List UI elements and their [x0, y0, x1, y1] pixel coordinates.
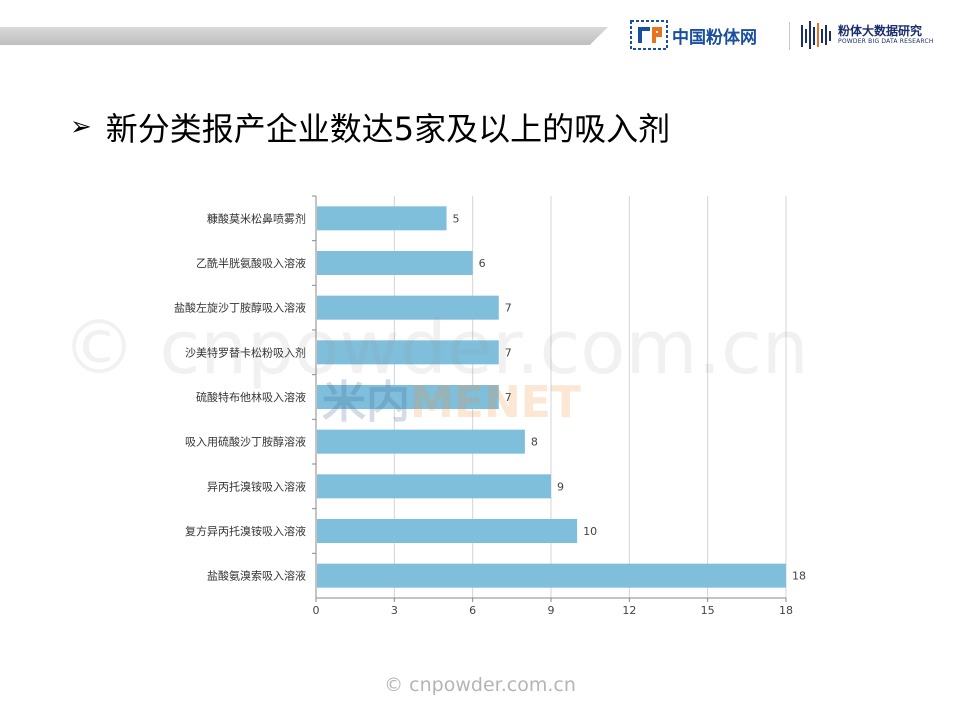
watermark-menet-en: MENET	[410, 377, 581, 428]
slide-title-text: 新分类报产企业数达5家及以上的吸入剂	[105, 110, 671, 148]
data-label: 5	[453, 212, 460, 225]
bar	[317, 563, 786, 588]
category-label: 异丙托溴铵吸入溶液	[207, 479, 306, 493]
bar	[317, 206, 447, 231]
bigdata-subtitle: POWDER BIG DATA RESEARCH	[838, 38, 934, 45]
bar	[317, 385, 499, 409]
x-tick-label: 3	[391, 604, 398, 617]
logo-divider	[789, 22, 790, 50]
watermark-menet: 米内MENET	[322, 366, 581, 430]
bigdata-logo: 粉体大数据研究 POWDER BIG DATA RESEARCH	[800, 18, 934, 52]
data-label: 8	[531, 436, 538, 449]
bar	[317, 295, 499, 320]
category-label: 乙酰半胱氨酸吸入溶液	[196, 256, 306, 270]
x-tick-label: 9	[548, 604, 555, 617]
arrow-bullet-icon: ➢	[70, 112, 92, 142]
data-label: 18	[792, 570, 806, 583]
bar	[317, 251, 473, 275]
watermark-menet-cn: 米内	[322, 377, 410, 428]
x-tick-label: 6	[469, 604, 476, 617]
data-label: 7	[505, 346, 512, 359]
x-tick-label: 0	[313, 604, 320, 617]
x-tick-label: 15	[701, 604, 715, 617]
category-label: 复方异丙托溴铵吸入溶液	[185, 524, 306, 538]
category-label: 吸入用硫酸沙丁胺醇溶液	[185, 435, 306, 449]
x-tick-label: 18	[779, 604, 793, 617]
category-label: 糠酸莫米松鼻喷雾剂	[207, 211, 306, 225]
cnpowder-logo-icon	[630, 20, 668, 50]
top-decor-bar	[0, 27, 608, 45]
watermark-text: © cnpowder.com.cn	[62, 305, 809, 391]
bar	[317, 429, 525, 454]
bar	[317, 519, 578, 543]
footer-copyright: © cnpowder.com.cn	[384, 674, 576, 696]
category-label: 沙美特罗替卡松粉吸入剂	[185, 345, 306, 359]
data-label: 7	[505, 391, 512, 404]
category-label: 盐酸左旋沙丁胺醇吸入溶液	[174, 301, 306, 315]
cnpowder-brand-text: 中国粉体网	[672, 27, 757, 48]
cnpowder-logo: 中国粉体网	[630, 18, 757, 52]
category-label: 盐酸氨溴索吸入溶液	[207, 569, 306, 583]
data-label: 7	[505, 302, 512, 315]
slide-title: ➢ 新分类报产企业数达5家及以上的吸入剂	[70, 104, 670, 150]
bigdata-title: 粉体大数据研究	[838, 24, 923, 38]
data-label: 6	[479, 257, 486, 270]
data-label: 9	[557, 480, 564, 493]
bar	[317, 340, 499, 365]
category-label: 硫酸特布他林吸入溶液	[196, 390, 306, 404]
data-label: 10	[583, 525, 597, 538]
bar	[317, 474, 551, 499]
bigdata-bars-icon	[801, 21, 831, 49]
x-tick-label: 12	[622, 604, 636, 617]
